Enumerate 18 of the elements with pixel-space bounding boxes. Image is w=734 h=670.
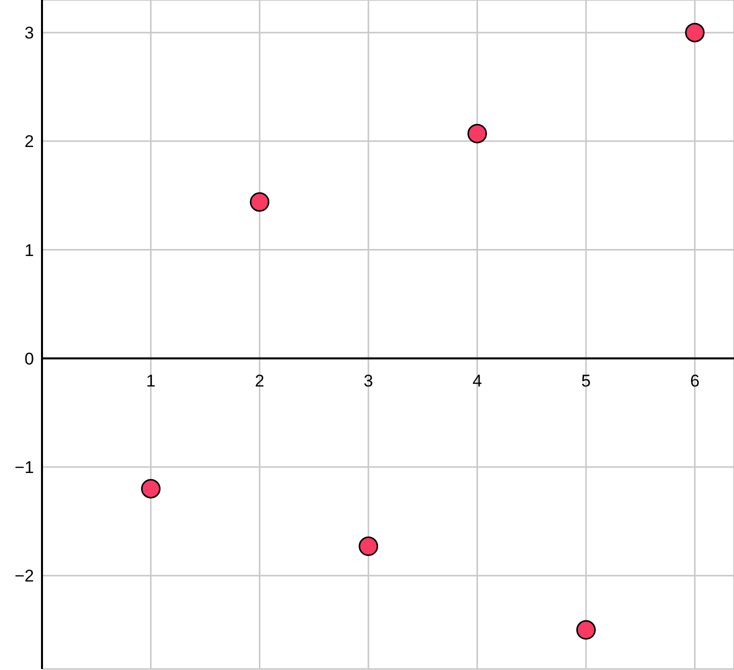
x-tick-label: 6	[690, 371, 700, 390]
x-tick-label: 1	[146, 371, 156, 390]
point	[358, 536, 378, 556]
x-tick-label: 3	[364, 371, 374, 390]
y-tick-label: 0	[24, 349, 34, 368]
point	[576, 620, 596, 640]
point	[467, 124, 487, 144]
y-tick-label: 2	[24, 132, 34, 152]
point	[250, 192, 270, 212]
y-tick-label: 1	[24, 240, 34, 260]
x-tick-label: 5	[581, 371, 591, 390]
y-tick-label: 3	[24, 24, 34, 43]
x-tick-label: 2	[254, 371, 264, 390]
y-tick-label: −2	[14, 566, 34, 586]
y-tick-label: −1	[14, 458, 34, 478]
point	[685, 22, 705, 42]
x-tick-label: 4	[472, 371, 482, 390]
point	[141, 478, 161, 498]
